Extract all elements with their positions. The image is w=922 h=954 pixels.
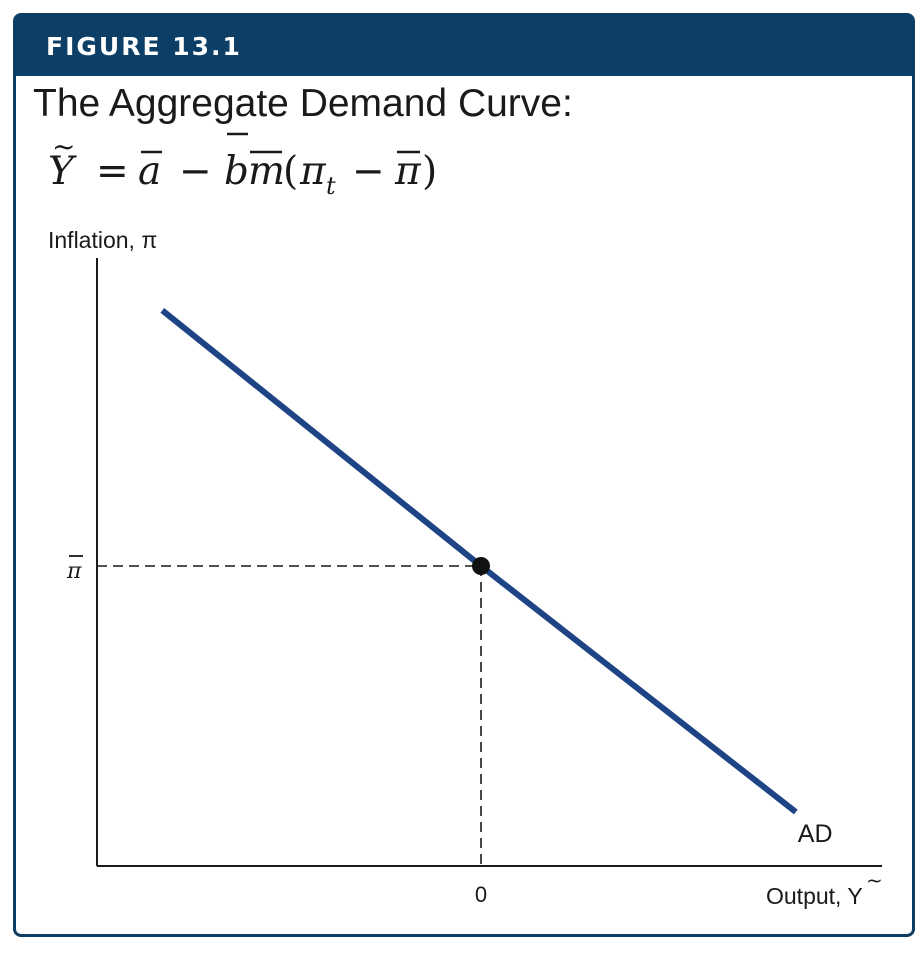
figure-frame: FIGURE 13.1 — [13, 13, 915, 937]
equation-close-paren: ) — [422, 149, 437, 194]
y-axis-label: Inflation, π — [48, 227, 157, 253]
y-tick-label: π — [66, 559, 82, 584]
figure-title: The Aggregate Demand Curve: — [33, 82, 573, 125]
equation-pi-bar: π — [394, 149, 422, 194]
figure-label: FIGURE 13.1 — [46, 32, 242, 61]
equation-m: m — [248, 149, 285, 194]
equation-minus-2: − — [352, 149, 385, 194]
equation-open-paren: ( — [283, 149, 298, 194]
ad-curve-label: AD — [798, 820, 833, 848]
equation-a: a — [138, 149, 161, 194]
equation-lhs-accent: ~ — [52, 130, 75, 163]
equation-lhs: Y — [48, 149, 77, 194]
equilibrium-point — [472, 557, 490, 575]
x-tick-label: 0 — [475, 882, 487, 907]
x-axis-label: Output, Y — [766, 883, 863, 909]
equation: Y ~ = a − b m ( π t − π ) — [48, 130, 437, 200]
equation-minus-1: − — [179, 149, 212, 194]
equation-b: b — [224, 149, 249, 194]
x-axis-label-accent: ~ — [866, 868, 883, 892]
figure-header: FIGURE 13.1 — [16, 16, 912, 76]
equation-pi-t-subscript: t — [326, 172, 336, 200]
equation-equals: = — [96, 149, 129, 194]
equation-pi-t: π — [299, 149, 327, 194]
